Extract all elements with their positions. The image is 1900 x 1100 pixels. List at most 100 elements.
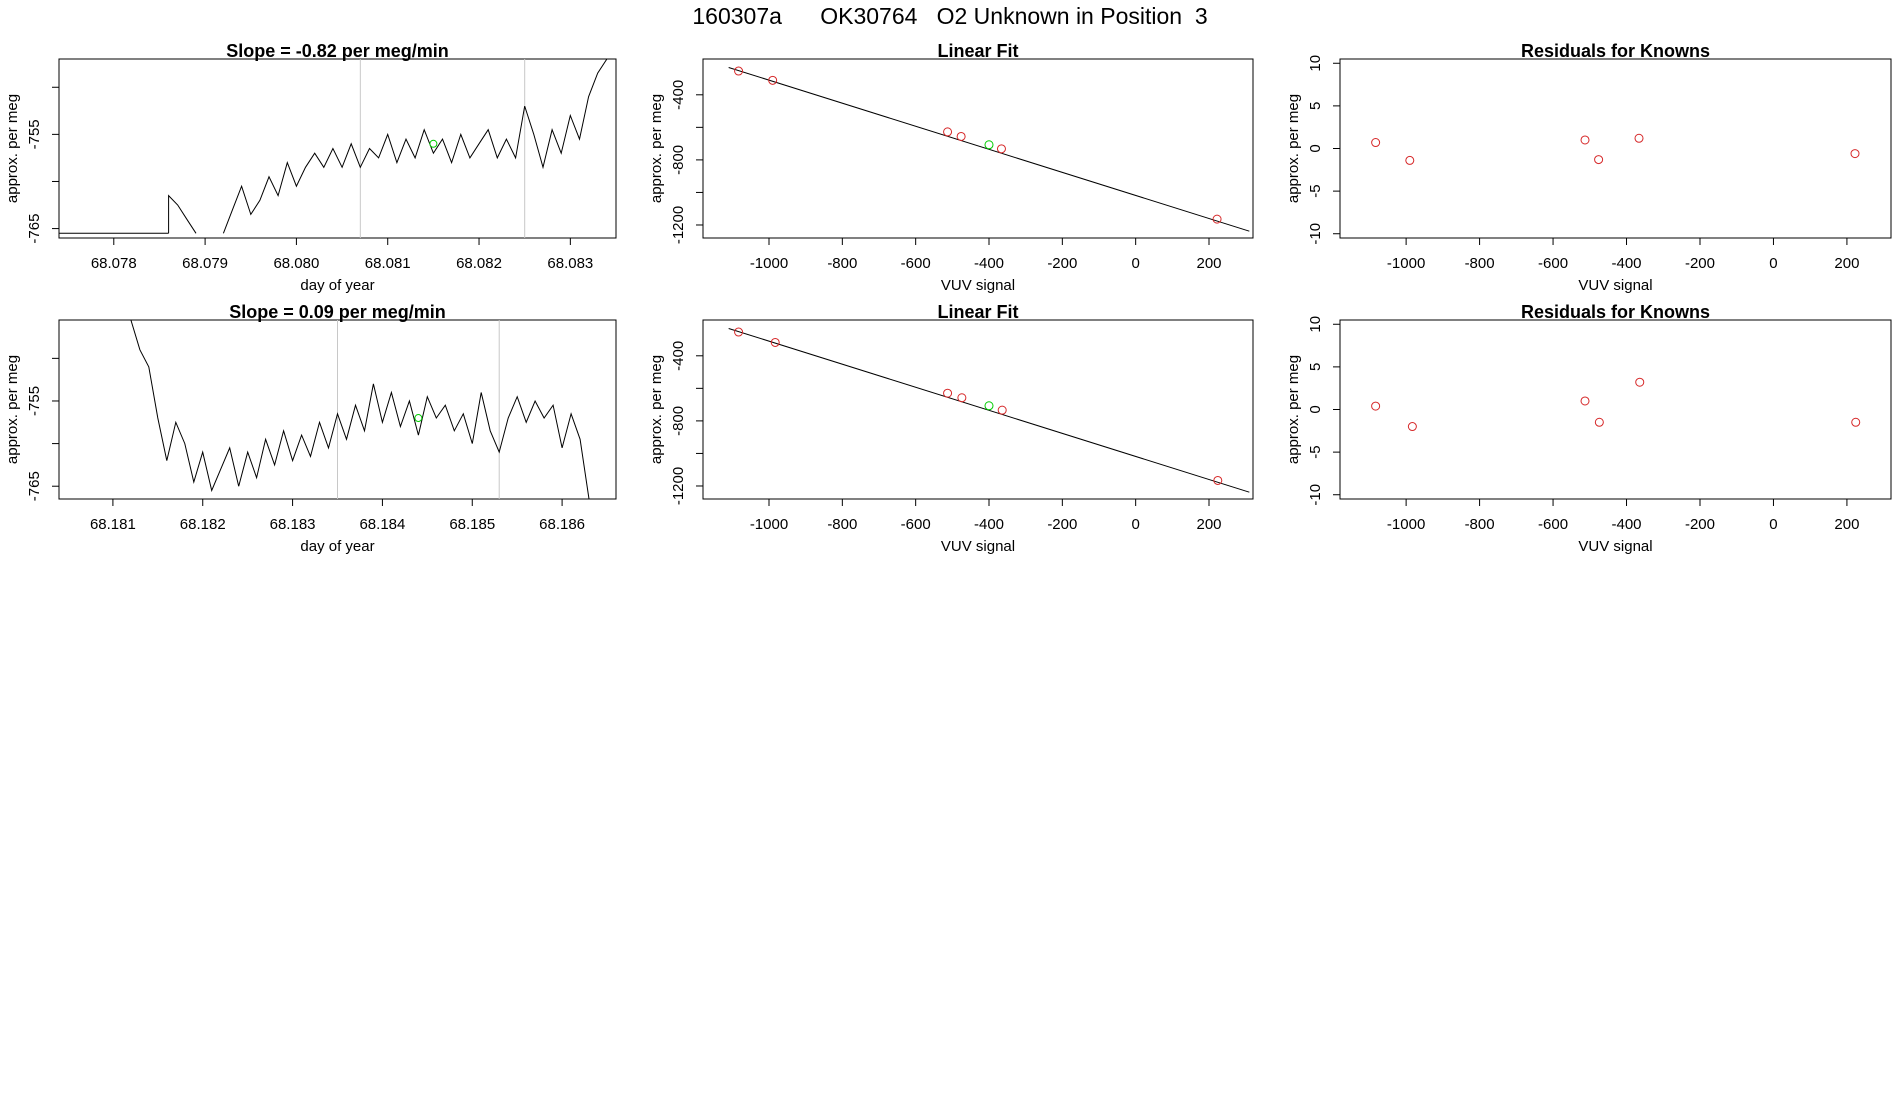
plot-frame <box>1339 58 1892 239</box>
y-tick-label: -5 <box>1307 445 1324 458</box>
y-axis-label: approx. per meg <box>4 355 21 464</box>
known-point <box>1851 417 1861 427</box>
unknown-point <box>429 139 438 148</box>
x-axis-label: VUV signal <box>941 538 1015 555</box>
known-point <box>1212 214 1222 224</box>
x-tick-label: -1000 <box>750 516 788 533</box>
fit-line <box>728 66 1250 232</box>
y-tick-label: -400 <box>670 341 687 371</box>
x-tick-label: 68.183 <box>270 516 316 533</box>
x-tick-label: -800 <box>827 516 857 533</box>
x-tick-label: -200 <box>1685 516 1715 533</box>
y-axis-label: approx. per meg <box>1285 355 1302 464</box>
x-tick-label: 68.080 <box>273 255 319 272</box>
series-line <box>168 194 197 234</box>
known-point <box>956 131 966 141</box>
plot-area <box>59 59 608 238</box>
x-tick-label: 200 <box>1196 255 1221 272</box>
x-tick-label: 68.079 <box>182 255 228 272</box>
x-tick-label: -200 <box>1047 255 1077 272</box>
page-title: 160307a OK30764 O2 Unknown in Position 3 <box>692 3 1208 29</box>
known-point <box>734 327 744 337</box>
x-tick-label: -400 <box>1612 255 1642 272</box>
plot-area <box>1371 133 1860 165</box>
unknown-point <box>984 140 994 150</box>
plot-frame <box>702 319 1254 500</box>
plot-area <box>728 327 1250 493</box>
chart-panel-res2: Residuals for Knowns VUV signal approx. pe… <box>1285 302 1892 555</box>
x-tick-label: 200 <box>1196 516 1221 533</box>
chart-title: Slope = -0.82 per meg/min <box>226 41 449 61</box>
plot-area <box>130 320 590 499</box>
plot-frame <box>58 58 617 239</box>
x-tick-label: 68.186 <box>539 516 585 533</box>
y-tick-label: -10 <box>1307 223 1324 245</box>
x-tick-label: 68.083 <box>547 255 593 272</box>
known-point <box>1594 417 1604 427</box>
x-tick-label: -600 <box>901 255 931 272</box>
x-tick-label: -400 <box>1612 516 1642 533</box>
known-point <box>1407 422 1417 432</box>
chart-title: Residuals for Knowns <box>1521 41 1710 61</box>
y-tick-label: 5 <box>1307 102 1324 110</box>
unknown-point <box>984 401 994 411</box>
y-tick-label: 10 <box>1307 55 1324 72</box>
y-tick-label: -800 <box>670 145 687 175</box>
known-point <box>943 388 953 398</box>
series-line <box>130 320 590 499</box>
x-axis-label: day of year <box>300 277 374 294</box>
known-point <box>1594 155 1604 165</box>
x-tick-label: -400 <box>974 516 1004 533</box>
known-point <box>770 337 780 347</box>
x-tick-label: 68.081 <box>365 255 411 272</box>
x-axis-label: VUV signal <box>1578 277 1652 294</box>
known-point <box>1635 377 1645 387</box>
x-tick-label: -1000 <box>1387 255 1425 272</box>
x-tick-label: -200 <box>1685 255 1715 272</box>
x-tick-label: 200 <box>1834 255 1859 272</box>
x-tick-label: 68.082 <box>456 255 502 272</box>
y-tick-label: -765 <box>26 471 43 501</box>
y-tick-label: -765 <box>26 214 43 244</box>
y-tick-label: -800 <box>670 406 687 436</box>
x-tick-label: 68.181 <box>90 516 136 533</box>
x-tick-label: 0 <box>1769 516 1777 533</box>
y-tick-label: -755 <box>26 119 43 149</box>
x-tick-label: 0 <box>1131 255 1139 272</box>
x-tick-label: 68.078 <box>91 255 137 272</box>
x-tick-label: 68.184 <box>359 516 405 533</box>
known-point <box>996 144 1006 154</box>
known-point <box>997 405 1007 415</box>
series-line <box>222 59 608 234</box>
y-tick-label: -400 <box>670 80 687 110</box>
y-tick-label: -1200 <box>670 467 687 505</box>
known-point <box>1634 133 1644 143</box>
known-point <box>1580 396 1590 406</box>
x-axis-label: VUV signal <box>941 277 1015 294</box>
known-point <box>1213 475 1223 485</box>
chart-panel-ts1: Slope = -0.82 per meg/min day of year appr… <box>4 41 617 294</box>
chart-panel-res1: Residuals for Knowns VUV signal approx. pe… <box>1285 41 1892 294</box>
known-point <box>1405 155 1415 165</box>
x-tick-label: 0 <box>1131 516 1139 533</box>
x-tick-label: -600 <box>1538 255 1568 272</box>
chart-title: Linear Fit <box>937 302 1018 322</box>
y-tick-label: 10 <box>1307 316 1324 333</box>
chart-title: Linear Fit <box>937 41 1018 61</box>
plot-area <box>1371 377 1861 432</box>
y-tick-label: 5 <box>1307 363 1324 371</box>
known-point <box>1371 401 1381 411</box>
plot-frame <box>702 58 1254 239</box>
y-axis-label: approx. per meg <box>648 355 665 464</box>
y-tick-label: -10 <box>1307 484 1324 506</box>
plot-area <box>728 66 1250 232</box>
chart-panel-fit1: Linear Fit VUV signal approx. per meg -1000… <box>648 41 1254 294</box>
chart-title: Slope = 0.09 per meg/min <box>229 302 446 322</box>
chart-panel-fit2: Linear Fit VUV signal approx. per meg -1000… <box>648 302 1254 555</box>
y-tick-label: 0 <box>1307 405 1324 413</box>
fit-line <box>728 327 1250 493</box>
y-tick-label: -5 <box>1307 184 1324 197</box>
x-tick-label: -400 <box>974 255 1004 272</box>
known-point <box>943 127 953 137</box>
